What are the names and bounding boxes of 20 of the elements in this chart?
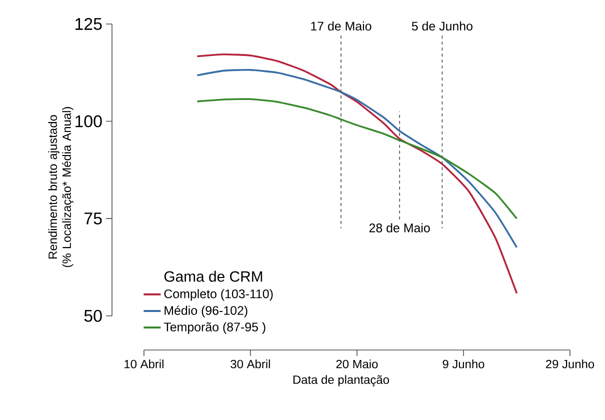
x-tick-label: 9 Junho (442, 360, 484, 368)
y-tick-label: 50 (84, 310, 102, 322)
x-axis-title: Data de plantação (293, 375, 389, 386)
x-tick-label: 29 Junho (546, 360, 594, 368)
x-tick-label: 10 Abril (124, 360, 164, 368)
y-tick-label: 100 (76, 115, 102, 128)
ref-line-label: 28 de Maio (369, 223, 430, 232)
y-tick-label: 75 (84, 212, 102, 224)
x-tick-label: 20 Maio (336, 360, 378, 368)
line-series (196, 69, 518, 248)
line-series (196, 98, 518, 220)
x-tick-label: 30 Abril (230, 360, 270, 368)
y-tick-label: 125 (76, 18, 102, 30)
legend-label: Temporão (87-95 ) (164, 322, 266, 334)
ref-line-label: 17 de Maio (311, 21, 372, 31)
legend-label: Médio (96-102) (164, 306, 248, 318)
legend-title: Gama de CRM (164, 270, 262, 282)
ref-line-label: 5 de Junho (412, 21, 472, 31)
y-axis-title: Rendimento bruto ajustado (% Localização* Média Anual) (48, 107, 74, 268)
legend-label: Completo (103-110) (164, 289, 273, 301)
